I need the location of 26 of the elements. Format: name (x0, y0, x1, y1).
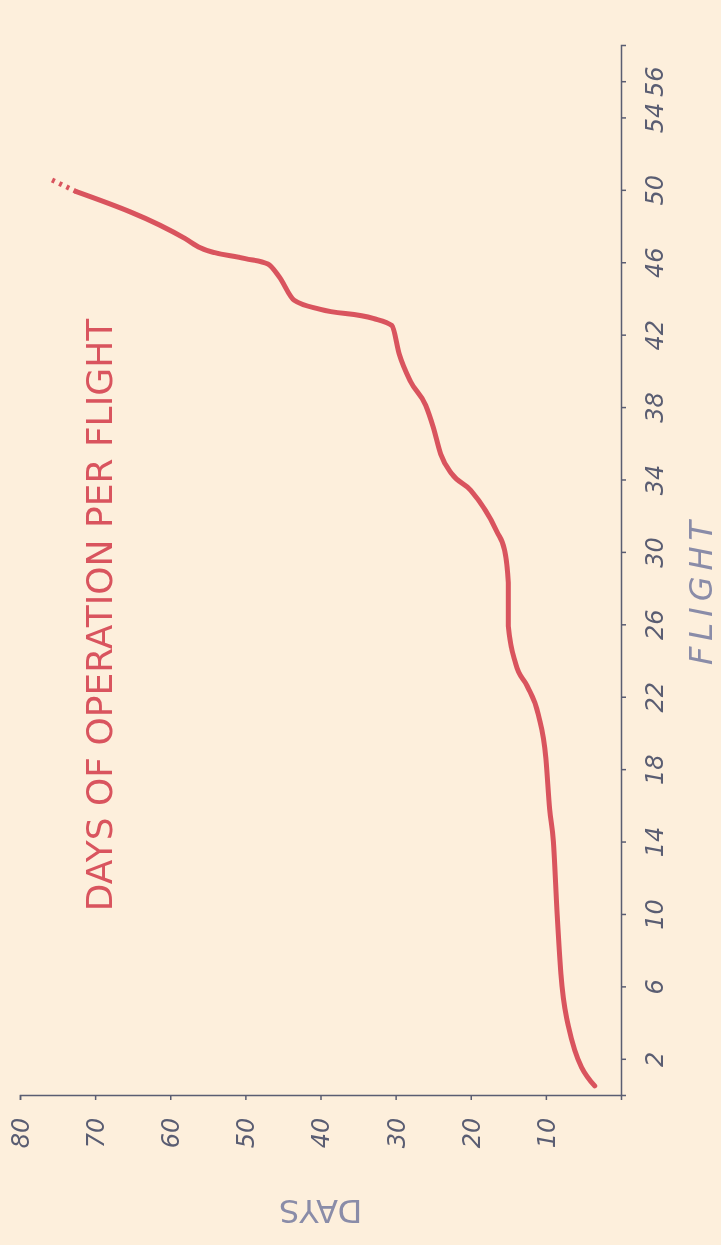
x-tick-label: 20 (457, 1117, 486, 1149)
x-tick-label: 60 (157, 1117, 186, 1149)
y-tick-label: 50 (641, 175, 670, 206)
y-tick-label: 14 (641, 826, 670, 858)
y-axis-title: FLIGHT (682, 514, 720, 666)
x-tick-label: 40 (307, 1117, 336, 1149)
y-tick-label: 6 (641, 979, 670, 995)
y-tick-label: 46 (641, 247, 670, 279)
y-tick-label: 10 (641, 899, 670, 930)
y-tick-label: 54 (641, 102, 670, 134)
text: DAYS OF OPERATION PER FLIGHT (79, 317, 120, 912)
y-tick-label: 42 (641, 319, 670, 351)
x-axis-title: DAYS (278, 1192, 363, 1230)
y-tick-label: 38 (641, 392, 670, 423)
x-tick-label: 70 (82, 1117, 111, 1149)
y-tick-label: 30 (641, 537, 670, 568)
y-tick-label: 34 (641, 464, 670, 496)
y-tick-label: 2 (641, 1051, 670, 1067)
y-tick-label: 22 (641, 681, 670, 713)
y-tick-label: 26 (641, 609, 670, 641)
x-tick-label: 30 (382, 1117, 411, 1149)
y-tick-label: 56 (641, 66, 670, 97)
y-tick-label: 18 (641, 754, 670, 785)
x-tick-label: 50 (232, 1117, 261, 1149)
x-tick-label: 80 (6, 1117, 35, 1149)
x-tick-label: 10 (532, 1117, 561, 1149)
